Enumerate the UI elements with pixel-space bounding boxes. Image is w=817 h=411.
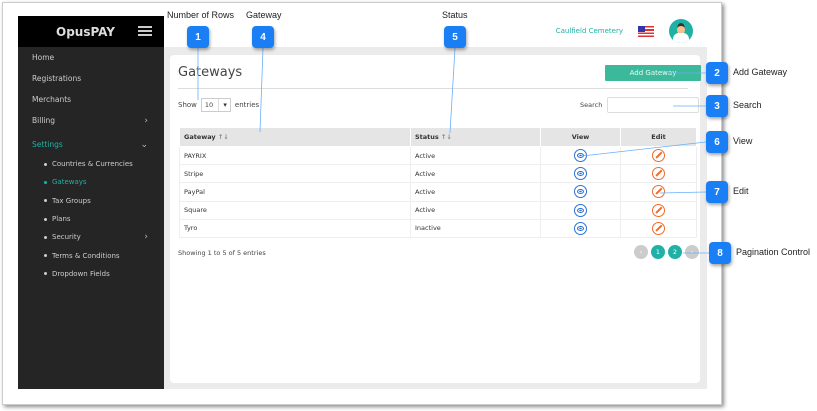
pencil-icon[interactable] (652, 221, 665, 235)
sidebar-subitem-label: Countries & Currencies (52, 160, 133, 169)
view-cell (540, 218, 621, 238)
column-label: Status (415, 133, 439, 141)
callout-label: Search (733, 100, 762, 110)
sidebar-subitem-gateways[interactable]: Gateways (18, 173, 164, 191)
search-control: Search (580, 97, 700, 113)
pencil-icon[interactable] (652, 203, 665, 217)
table-row: Stripe Active (179, 164, 697, 184)
sidebar-item-registrations[interactable]: Registrations (18, 68, 164, 89)
show-label: Show (178, 101, 197, 109)
callout-badge: 2 (706, 62, 728, 84)
sidebar-subitem-plans[interactable]: Plans (18, 210, 164, 228)
sidebar-subitem-label: Terms & Conditions (52, 251, 120, 260)
chevron-down-icon: ⌄ (140, 139, 148, 150)
sort-icon[interactable]: ↑↓ (441, 133, 452, 141)
divider (178, 88, 688, 89)
eye-icon[interactable] (574, 185, 587, 199)
sidebar-item-label: Merchants (32, 95, 72, 104)
sidebar-subitem-label: Gateways (52, 178, 87, 187)
pagination-next-button[interactable]: › (685, 245, 699, 259)
sidebar-subitem-countries[interactable]: Countries & Currencies (18, 155, 164, 173)
callout-label: Add Gateway (733, 67, 788, 77)
sidebar-item-settings[interactable]: Settings ⌄ (18, 134, 164, 155)
callout-badge: 5 (444, 26, 466, 48)
sidebar-subitem-label: Tax Groups (52, 196, 91, 205)
us-flag-icon[interactable] (638, 26, 654, 37)
gateway-cell: Tyro (179, 218, 411, 238)
eye-icon[interactable] (574, 167, 587, 181)
search-input[interactable] (607, 97, 700, 113)
column-header-gateway[interactable]: Gateway ↑↓ (179, 127, 411, 147)
callout-label: Edit (733, 186, 749, 196)
edit-cell (620, 218, 697, 238)
sidebar-subitem-terms[interactable]: Terms & Conditions (18, 246, 164, 264)
entries-label: entries (234, 101, 260, 109)
callout-badge: 3 (706, 95, 728, 117)
company-name[interactable]: Caulfield Cemetery (555, 27, 623, 35)
search-label: Search (580, 101, 603, 109)
sidebar-subitem-label: Dropdown Fields (52, 269, 110, 278)
gateways-card: Gateways Add Gateway Show 10 entries Sea… (170, 55, 701, 383)
callout-badge: 4 (252, 26, 274, 48)
table-row: PAYRIX Active (179, 145, 697, 166)
rows-per-page-value: 10 (204, 101, 214, 109)
column-header-status[interactable]: Status ↑↓ (410, 127, 541, 147)
callout-label: View (733, 136, 753, 146)
pagination-page-2[interactable]: 2 (668, 245, 682, 259)
gateways-table: Gateway ↑↓ Status ↑↓ View Edit PAYRIX Ac… (179, 127, 697, 238)
pencil-icon[interactable] (652, 185, 665, 199)
page-title: Gateways (178, 65, 243, 80)
add-gateway-button[interactable]: Add Gateway (605, 65, 701, 81)
callout-badge: 8 (709, 242, 731, 264)
callout-label: Number of Rows (167, 10, 235, 20)
table-row: Tyro Inactive (179, 218, 697, 238)
sidebar-item-label: Home (32, 53, 55, 62)
brand-logo: OpusPAY (18, 16, 164, 47)
pagination-page-1[interactable]: 1 (651, 245, 665, 259)
callout-label: Gateway (246, 10, 282, 20)
rows-per-page-select[interactable]: 10 (200, 98, 231, 112)
eye-icon[interactable] (574, 221, 587, 235)
pencil-icon[interactable] (652, 149, 665, 163)
callout-label: Status (442, 10, 468, 20)
chevron-right-icon: › (144, 232, 148, 243)
hamburger-menu-icon[interactable] (138, 26, 152, 36)
sidebar-subitem-security[interactable]: Security › (18, 228, 164, 246)
sidebar-subitem-label: Security (52, 233, 81, 242)
table-info: Showing 1 to 5 of 5 entries (178, 249, 266, 257)
sidebar-item-billing[interactable]: Billing › (18, 110, 164, 131)
brand-name: OpusPAY (56, 24, 115, 39)
pagination-prev-button[interactable]: ‹ (634, 245, 648, 259)
pagination-control: ‹ 1 2 › (634, 245, 699, 259)
status-cell: Inactive (410, 218, 541, 238)
eye-icon[interactable] (574, 203, 587, 217)
sidebar-subitem-dropdown-fields[interactable]: Dropdown Fields (18, 265, 164, 283)
rows-per-page-control: Show 10 entries (178, 98, 259, 112)
column-header-edit: Edit (620, 127, 697, 147)
avatar[interactable] (669, 19, 693, 43)
sidebar-item-label: Registrations (32, 74, 82, 83)
pencil-icon[interactable] (652, 167, 665, 181)
column-header-view: View (540, 127, 621, 147)
chevron-right-icon: › (144, 115, 148, 126)
sidebar: OpusPAY Home Registrations Merchants Bil… (18, 16, 164, 389)
callout-label: Pagination Control (736, 247, 811, 257)
callout-badge: 6 (706, 131, 728, 153)
callout-badge: 1 (187, 26, 209, 48)
sidebar-subitem-label: Plans (52, 215, 71, 224)
sidebar-item-label: Settings (32, 140, 63, 149)
sidebar-item-label: Billing (32, 116, 55, 125)
column-label: Gateway (184, 133, 216, 141)
sidebar-item-merchants[interactable]: Merchants (18, 89, 164, 110)
callout-badge: 7 (706, 181, 728, 203)
table-row: PayPal Active (179, 182, 697, 202)
app: OpusPAY Home Registrations Merchants Bil… (18, 16, 707, 389)
sidebar-item-home[interactable]: Home (18, 47, 164, 68)
sort-icon[interactable]: ↑↓ (217, 133, 229, 141)
sidebar-subitem-tax-groups[interactable]: Tax Groups (18, 192, 164, 210)
